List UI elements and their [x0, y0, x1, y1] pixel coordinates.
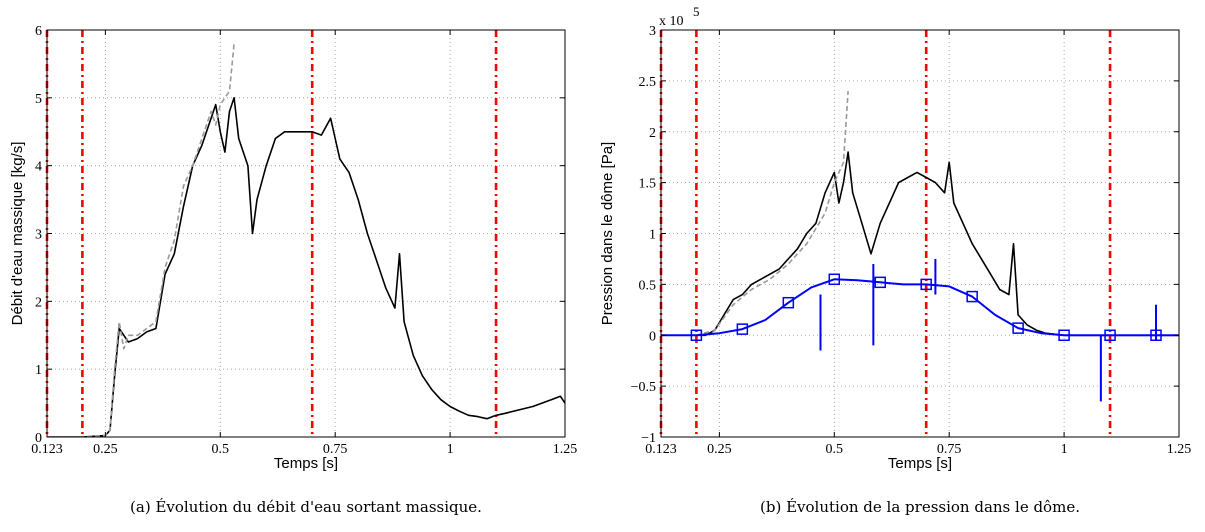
plot-area — [47, 30, 565, 437]
chart-panel-a: 0.123 0.25 0.5 0.75 1 1.25 0 1 2 3 4 5 6 Temps [s] Déb… — [9, 24, 577, 516]
x-tick-label: 0.25 — [707, 442, 732, 457]
x-tick-label: 0.5 — [826, 442, 844, 457]
x-tick-label: 0.75 — [937, 442, 962, 457]
series-group — [47, 43, 565, 437]
y-tick-label: 1.5 — [639, 177, 657, 192]
series-marker-square — [736, 323, 749, 335]
series-line-2 — [696, 91, 849, 337]
series-marker-square — [1104, 329, 1116, 341]
y-tick-label: 6 — [35, 24, 42, 39]
series-marker-square — [1012, 322, 1024, 334]
series-marker-square — [966, 290, 978, 303]
y-tick-label: 4 — [35, 160, 42, 175]
y-tick-label: −1 — [641, 431, 656, 446]
y-tick-label: 3 — [35, 228, 42, 243]
series-line-1 — [696, 151, 1179, 337]
x-axis-label: Temps [s] — [274, 455, 338, 472]
y-tick-label: −0.5 — [631, 380, 656, 395]
figure-caption: (b) Évolution de la pression dans le dôm… — [760, 498, 1080, 516]
y-axis-label: Débit d'eau massique [kg/s] — [9, 142, 26, 326]
y-tick-label: 0 — [649, 329, 656, 344]
x-tick-label: 0.25 — [93, 442, 118, 457]
y-tick-label: 1 — [35, 363, 42, 378]
series-line-2 — [47, 43, 235, 437]
series-marker-square — [920, 278, 932, 291]
series-marker-square — [828, 273, 841, 286]
y-tick-label: 0 — [35, 431, 42, 446]
y-axis-multiplier: x 10 — [659, 14, 684, 29]
chart-panel-b: 0.123 0.25 0.5 0.75 1 1.25 −1 −0.5 0 0.5 1 1.5 2 2.5 3… — [599, 4, 1191, 516]
series-marker-square — [690, 329, 703, 341]
x-tick-label: 1.25 — [553, 442, 578, 457]
series-line-1 — [47, 97, 565, 437]
x-axis-label: Temps [s] — [888, 455, 952, 472]
series-line-3 — [661, 278, 1179, 337]
y-tick-label: 5 — [35, 92, 42, 107]
x-tick-label: 0.75 — [323, 442, 348, 457]
series-group — [661, 91, 1179, 402]
y-tick-label: 2 — [35, 295, 42, 310]
x-tick-label: 1.25 — [1167, 442, 1192, 457]
series-marker-square — [1058, 329, 1070, 341]
x-tick-label: 0.5 — [212, 442, 230, 457]
x-tick-label: 1 — [1061, 442, 1068, 457]
y-tick-label: 0.5 — [639, 278, 657, 293]
y-axis-multiplier-exponent: 5 — [693, 4, 700, 19]
series-marker-square — [782, 296, 795, 309]
y-tick-label: 1 — [649, 228, 656, 243]
y-tick-label: 3 — [649, 24, 656, 39]
y-tick-label: 2 — [649, 126, 656, 141]
x-tick-label: 0.123 — [645, 442, 677, 457]
y-tick-label: 2.5 — [639, 75, 657, 90]
y-axis-label: Pression dans le dôme [Pa] — [599, 142, 616, 325]
x-tick-label: 0.123 — [31, 442, 63, 457]
series-marker-square — [1150, 329, 1162, 341]
series-marker-square — [874, 276, 886, 289]
plot-area — [661, 30, 1179, 437]
figure-caption: (a) Évolution du débit d'eau sortant mas… — [130, 498, 482, 516]
x-tick-label: 1 — [447, 442, 454, 457]
